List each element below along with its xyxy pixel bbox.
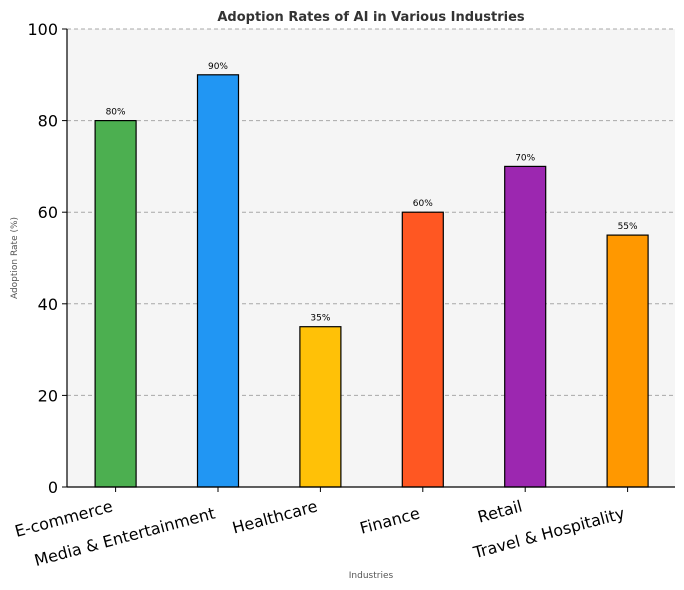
- bar-travel-hospitality: [606, 234, 649, 488]
- chart-title: Adoption Rates of AI in Various Industri…: [217, 10, 525, 25]
- y-tick-label: 80: [38, 112, 58, 131]
- bar-healthcare: [299, 326, 342, 488]
- y-axis-label: Adoption Rate (%): [10, 217, 20, 299]
- x-tick-label: Healthcare: [230, 497, 319, 538]
- x-tick-label: Finance: [358, 504, 422, 538]
- y-tick-label: 40: [38, 295, 58, 314]
- y-ticks: 0 20 40 60 80 100: [27, 20, 67, 497]
- data-label: 80%: [106, 108, 126, 118]
- y-tick-label: 0: [48, 478, 58, 497]
- bar-media-entertainment: [196, 74, 240, 488]
- bars: [94, 74, 649, 488]
- data-labels: 80% 90% 35% 60% 70% 55%: [106, 62, 638, 324]
- y-tick-label: 20: [38, 386, 58, 405]
- y-tick-label: 100: [27, 20, 58, 39]
- data-label: 60%: [413, 199, 433, 209]
- y-tick-label: 60: [38, 203, 58, 222]
- data-label: 70%: [515, 153, 535, 163]
- data-label: 90%: [208, 62, 228, 72]
- plot-area: [67, 29, 675, 487]
- bar-retail: [504, 165, 547, 488]
- x-axis-label: Industries: [349, 571, 394, 581]
- axes: [66, 29, 675, 488]
- bar-e-commerce: [94, 119, 137, 488]
- bar-finance: [401, 211, 444, 488]
- x-tick-label: Retail: [476, 497, 525, 527]
- data-label: 55%: [618, 222, 638, 232]
- data-label: 35%: [310, 314, 330, 324]
